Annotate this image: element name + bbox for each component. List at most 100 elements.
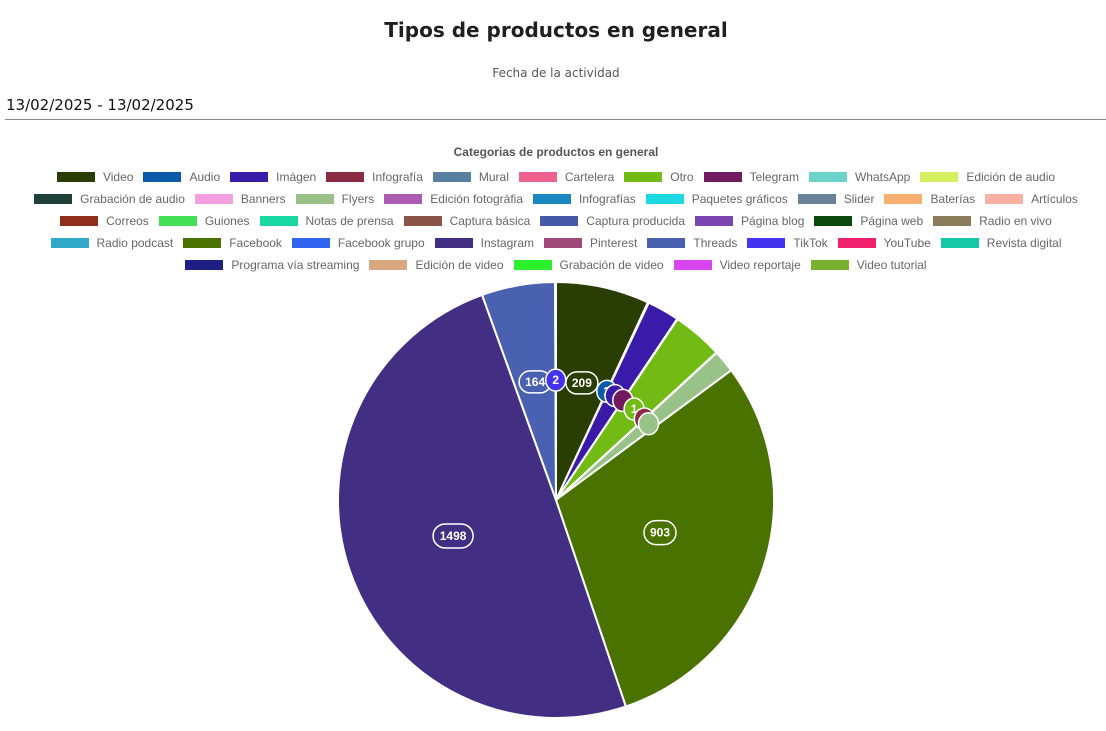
page-title: Tipos de productos en general bbox=[384, 18, 728, 42]
legend-label: Revista digital bbox=[986, 236, 1062, 250]
legend-swatch bbox=[673, 260, 712, 270]
legend-label: Video bbox=[102, 170, 134, 184]
legend-item[interactable]: Telegram bbox=[703, 170, 799, 184]
pie-label-text: 2 bbox=[552, 373, 559, 387]
pie-data-label: 164 bbox=[518, 370, 552, 394]
legend-swatch bbox=[797, 194, 836, 204]
legend-item[interactable]: Notas de prensa bbox=[259, 214, 394, 228]
legend-label: Telegram bbox=[749, 170, 799, 184]
legend-item[interactable]: Facebook grupo bbox=[291, 236, 425, 250]
legend-swatch bbox=[56, 172, 95, 182]
legend-item[interactable]: TikTok bbox=[747, 236, 828, 250]
legend-item[interactable]: Programa vía streaming bbox=[185, 258, 359, 272]
pie-label-badge bbox=[545, 368, 567, 392]
legend-item[interactable]: Captura producida bbox=[540, 214, 685, 228]
legend-label: Slider bbox=[843, 192, 875, 206]
legend-swatch bbox=[513, 260, 552, 270]
legend-label: Imágen bbox=[276, 170, 317, 184]
legend-swatch bbox=[432, 172, 471, 182]
legend-item[interactable]: Pinterest bbox=[544, 236, 637, 250]
legend-row: Grabación de audio Banners Flyers Edición f… bbox=[20, 188, 1092, 210]
legend-item[interactable]: YouTube bbox=[837, 236, 931, 250]
legend-swatch bbox=[747, 238, 786, 248]
legend-label: Programa vía streaming bbox=[231, 258, 360, 272]
legend-row: Radio podcast Facebook Facebook grupo Insta… bbox=[20, 232, 1092, 254]
legend-item[interactable]: Paquetes gráficos bbox=[645, 192, 788, 206]
legend-item[interactable]: Baterías bbox=[884, 192, 975, 206]
legend-label: Página blog bbox=[741, 214, 805, 228]
legend-label: Edición fotográfia bbox=[430, 192, 523, 206]
legend-item[interactable]: Threads bbox=[647, 236, 737, 250]
legend-swatch bbox=[837, 238, 876, 248]
legend-swatch bbox=[295, 194, 334, 204]
legend-row: Correos Guiones Notas de prensa Captura bás… bbox=[20, 210, 1092, 232]
legend-label: Paquetes gráficos bbox=[691, 192, 788, 206]
legend-item[interactable]: Edición de video bbox=[369, 258, 504, 272]
legend-swatch bbox=[185, 260, 224, 270]
legend-label: Infografías bbox=[579, 192, 636, 206]
chart-legend: Video Audio Imágen Infografía Mural Cartelera… bbox=[20, 166, 1092, 276]
legend-swatch bbox=[533, 194, 571, 204]
legend-label: Threads bbox=[693, 236, 738, 250]
legend-swatch bbox=[34, 194, 73, 204]
legend-label: Notas de prensa bbox=[305, 214, 394, 228]
pie-data-label: 903 bbox=[643, 519, 677, 546]
legend-swatch bbox=[369, 260, 408, 270]
chart-title: Categorias de productos en general bbox=[453, 145, 659, 159]
legend-item[interactable]: Imágen bbox=[230, 170, 316, 184]
legend-item[interactable]: Banners bbox=[194, 192, 286, 206]
legend-item[interactable]: Instagram bbox=[434, 236, 535, 250]
legend-label: WhatsApp bbox=[854, 170, 911, 184]
date-range-input[interactable] bbox=[5, 88, 1106, 120]
legend-item[interactable]: Flyers bbox=[295, 192, 375, 206]
legend-item[interactable]: Mural bbox=[432, 170, 509, 184]
legend-item[interactable]: Correos bbox=[60, 214, 149, 228]
legend-label: Instagram bbox=[480, 236, 535, 250]
pie-label-text: 164 bbox=[525, 375, 545, 389]
legend-item[interactable]: Facebook bbox=[183, 236, 282, 250]
legend-label: Mural bbox=[478, 170, 509, 184]
legend-item[interactable]: Audio bbox=[143, 170, 220, 184]
legend-swatch bbox=[259, 216, 298, 226]
legend-item[interactable]: Otro bbox=[624, 170, 694, 184]
legend-item[interactable]: Radio podcast bbox=[50, 236, 174, 250]
pie-label-badge bbox=[643, 519, 677, 546]
legend-swatch bbox=[808, 172, 847, 182]
legend-item[interactable]: Video tutorial bbox=[810, 258, 927, 272]
legend-label: Otro bbox=[670, 170, 694, 184]
legend-item[interactable]: Página web bbox=[814, 214, 923, 228]
legend-item[interactable]: Página blog bbox=[695, 214, 804, 228]
pie-data-label bbox=[637, 411, 660, 436]
legend-item[interactable]: Revista digital bbox=[940, 236, 1062, 250]
legend-item[interactable]: Infografía bbox=[326, 170, 423, 184]
legend-label: Video tutorial bbox=[856, 258, 927, 272]
legend-item[interactable]: Guiones bbox=[158, 214, 250, 228]
legend-row: Programa vía streaming Edición de video Gr… bbox=[20, 254, 1092, 276]
legend-item[interactable]: Captura básica bbox=[403, 214, 530, 228]
pie-label-text: 1498 bbox=[440, 529, 467, 543]
legend-item[interactable]: WhatsApp bbox=[808, 170, 911, 184]
legend-item[interactable]: Cartelera bbox=[518, 170, 614, 184]
legend-swatch bbox=[884, 194, 923, 204]
legend-label: Facebook grupo bbox=[337, 236, 425, 250]
legend-swatch bbox=[291, 238, 330, 248]
legend-item[interactable]: Infografías bbox=[533, 192, 636, 206]
legend-item[interactable]: Edición fotográfia bbox=[384, 192, 523, 206]
pie-slice[interactable] bbox=[554, 280, 557, 501]
legend-item[interactable]: Video bbox=[56, 170, 134, 184]
legend-item[interactable]: Video reportaje bbox=[673, 258, 801, 272]
legend-item[interactable]: Slider bbox=[797, 192, 875, 206]
legend-swatch bbox=[384, 194, 423, 204]
legend-label: Flyers bbox=[341, 192, 375, 206]
legend-swatch bbox=[544, 238, 583, 248]
legend-label: Radio podcast bbox=[96, 236, 174, 250]
legend-item[interactable]: Artículos bbox=[985, 192, 1078, 206]
legend-item[interactable]: Radio en vivo bbox=[933, 214, 1052, 228]
legend-label: Correos bbox=[106, 214, 149, 228]
legend-item[interactable]: Edición de audio bbox=[920, 170, 1055, 184]
legend-label: Guiones bbox=[204, 214, 250, 228]
legend-item[interactable]: Grabación de audio bbox=[34, 192, 185, 206]
legend-item[interactable]: Grabación de video bbox=[513, 258, 664, 272]
pie-slice[interactable] bbox=[337, 293, 628, 719]
legend-label: Pinterest bbox=[590, 236, 638, 250]
